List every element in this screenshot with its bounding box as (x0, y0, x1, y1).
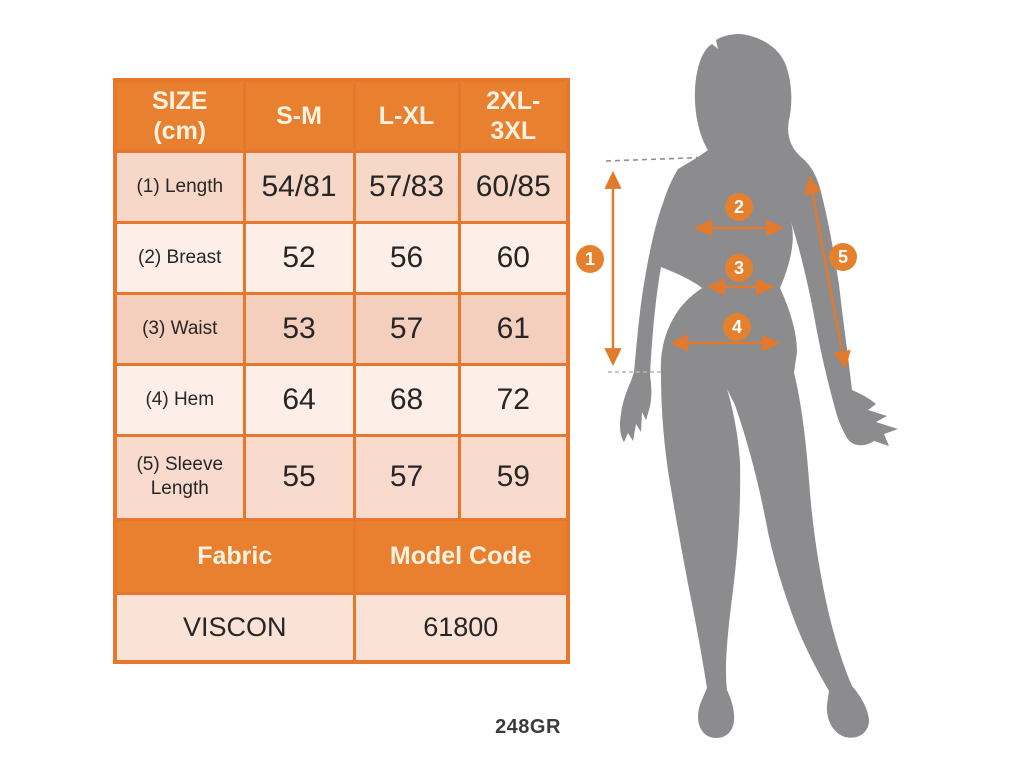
woman-silhouette-figure (620, 34, 898, 738)
table-row-sleeve-length: (5) Sleeve Length 55 57 59 (113, 433, 570, 521)
measurement-arrow-5-sleeve (804, 175, 851, 370)
hem-value-sm: 64 (242, 362, 356, 437)
fabric-header-cell: Fabric (113, 517, 356, 595)
sleeve-value-sm: 55 (242, 433, 356, 521)
model-code-value-cell: 61800 (352, 591, 570, 664)
length-value-2xl: 60/85 (457, 149, 570, 224)
measurement-badge-4: 4 (723, 313, 751, 341)
table-row-breast: (2) Breast 52 56 60 (113, 220, 570, 295)
dash-guide-top (605, 156, 717, 162)
measurement-badge-3: 3 (725, 254, 753, 282)
header-cell-size-cm: SIZE (cm) (113, 78, 246, 153)
hem-value-lxl: 68 (352, 362, 461, 437)
waist-value-lxl: 57 (352, 291, 461, 366)
row-label-breast: (2) Breast (113, 220, 246, 295)
length-value-sm: 54/81 (242, 149, 356, 224)
measurement-badge-5: 5 (829, 243, 857, 271)
header-cell-2xl-3xl: 2XL- 3XL (457, 78, 570, 153)
table-row-waist: (3) Waist 53 57 61 (113, 291, 570, 366)
measurement-badge-1: 1 (576, 245, 604, 273)
size-chart-table: SIZE (cm) S-M L-XL 2XL- 3XL (1) Length 5… (113, 78, 570, 664)
breast-value-sm: 52 (242, 220, 356, 295)
hem-value-2xl: 72 (457, 362, 570, 437)
row-label-waist: (3) Waist (113, 291, 246, 366)
breast-value-2xl: 60 (457, 220, 570, 295)
sleeve-value-lxl: 57 (352, 433, 461, 521)
measurement-badge-2: 2 (725, 193, 753, 221)
fabric-value-cell: VISCON (113, 591, 356, 664)
table-row-hem: (4) Hem 64 68 72 (113, 362, 570, 437)
size-chart-header-row: SIZE (cm) S-M L-XL 2XL- 3XL (113, 78, 570, 153)
breast-value-lxl: 56 (352, 220, 461, 295)
table-footer-value-row: VISCON 61800 (113, 591, 570, 664)
weight-note: 248GR (495, 716, 561, 738)
length-value-lxl: 57/83 (352, 149, 461, 224)
row-label-length: (1) Length (113, 149, 246, 224)
header-cell-s-m: S-M (242, 78, 356, 153)
table-footer-header-row: Fabric Model Code (113, 517, 570, 595)
header-cell-l-xl: L-XL (352, 78, 461, 153)
waist-value-2xl: 61 (457, 291, 570, 366)
row-label-hem: (4) Hem (113, 362, 246, 437)
sleeve-value-2xl: 59 (457, 433, 570, 521)
table-row-length: (1) Length 54/81 57/83 60/85 (113, 149, 570, 224)
waist-value-sm: 53 (242, 291, 356, 366)
row-label-sleeve: (5) Sleeve Length (113, 433, 246, 521)
model-code-header-cell: Model Code (352, 517, 570, 595)
